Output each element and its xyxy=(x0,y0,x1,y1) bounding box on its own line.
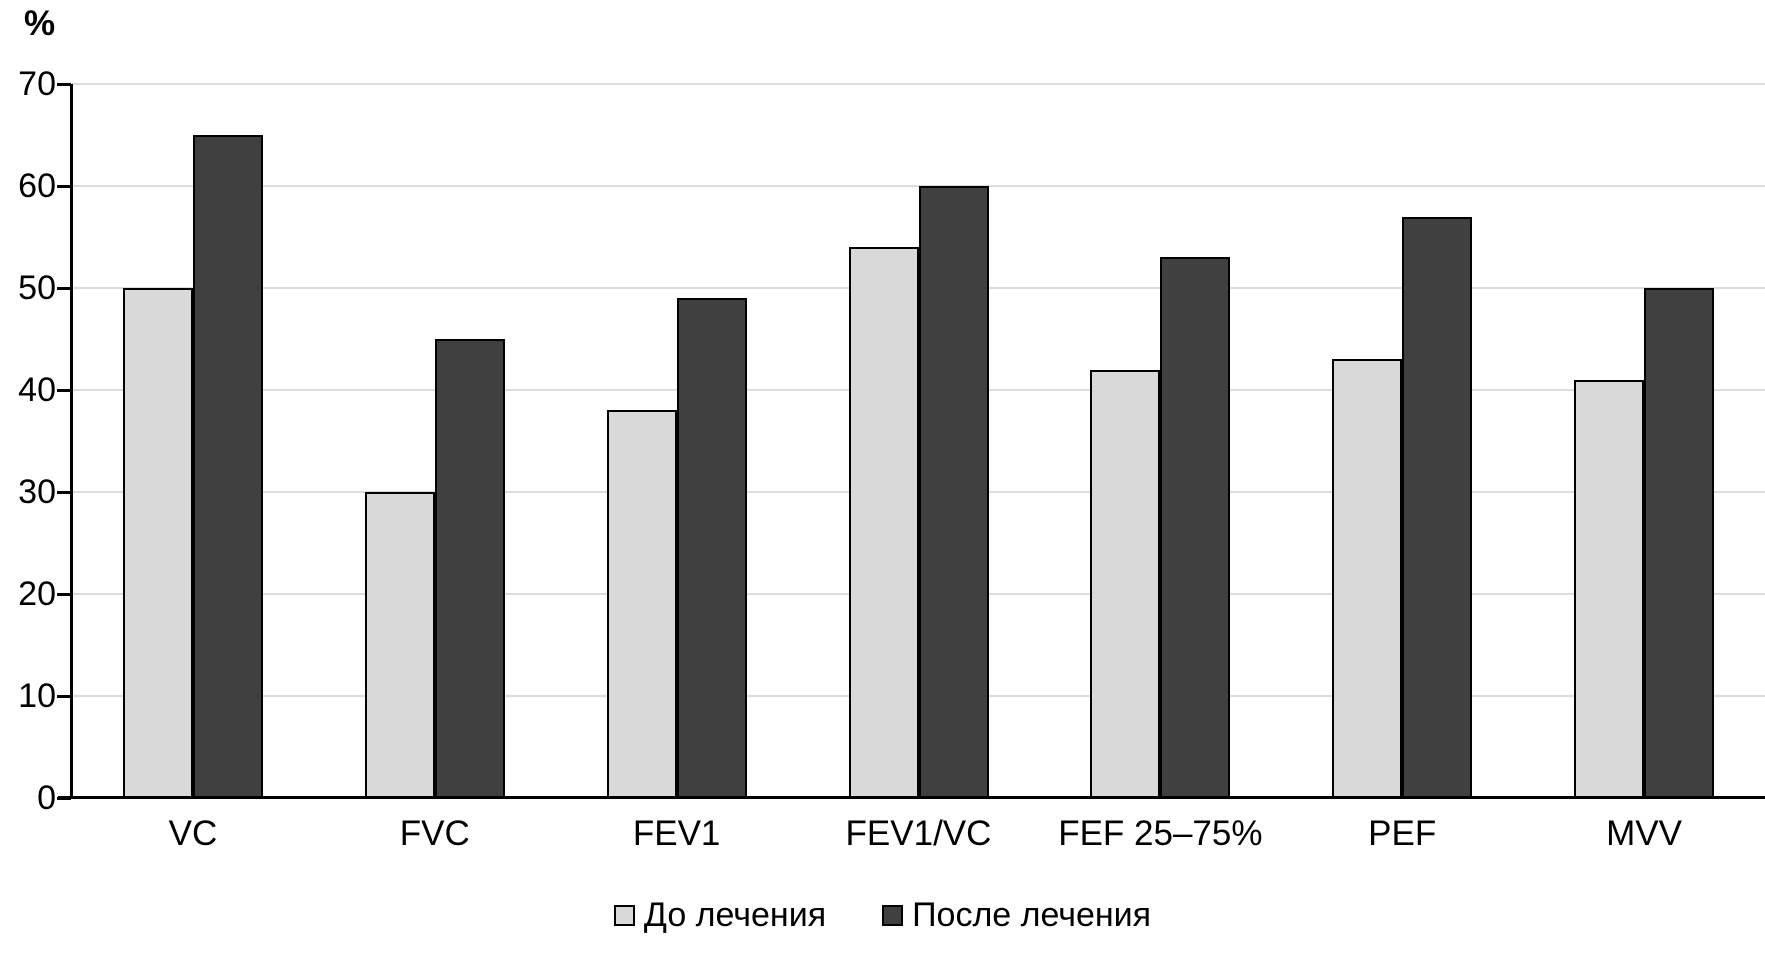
legend-label-after-treatment: После лечения xyxy=(912,896,1152,934)
y-tick-label-10: 10 xyxy=(18,677,56,715)
plot-area xyxy=(72,83,1765,798)
x-axis-line xyxy=(58,796,1765,799)
y-tick-label-20: 20 xyxy=(18,575,56,613)
bar-before-FEV1/VC xyxy=(848,247,919,798)
bar-before-MVV xyxy=(1574,379,1645,798)
x-category-label-PEF: PEF xyxy=(1368,814,1437,853)
y-axis-unit-label: % xyxy=(24,4,56,43)
x-category-label-FEV1: FEV1 xyxy=(632,814,721,853)
bar-before-FEF 25–75% xyxy=(1090,369,1161,798)
bar-after-FEF 25–75% xyxy=(1160,257,1231,798)
y-tick-label-40: 40 xyxy=(18,371,56,409)
y-tick-mark-50 xyxy=(57,287,71,290)
y-tick-label-50: 50 xyxy=(18,269,56,307)
legend-item-before-treatment: До лечения xyxy=(613,896,827,935)
gridline-70 xyxy=(72,83,1765,85)
y-tick-mark-70 xyxy=(57,83,71,86)
legend-item-after-treatment: После лечения xyxy=(882,896,1151,935)
x-category-label-FVC: FVC xyxy=(399,814,470,853)
bar-after-VC xyxy=(192,135,263,798)
x-category-label-VC: VC xyxy=(168,814,218,853)
bar-before-FVC xyxy=(364,492,435,798)
y-tick-label-0: 0 xyxy=(37,779,56,817)
y-tick-mark-40 xyxy=(57,389,71,392)
x-category-label-FEF 25–75%: FEF 25–75% xyxy=(1058,814,1263,853)
bar-before-FEV1 xyxy=(606,410,677,798)
legend-swatch-after-treatment xyxy=(882,905,904,926)
bar-after-FEV1 xyxy=(676,298,747,798)
y-tick-mark-30 xyxy=(57,491,71,494)
bar-after-FEV1/VC xyxy=(918,186,989,798)
y-tick-label-70: 70 xyxy=(18,65,56,103)
y-tick-label-60: 60 xyxy=(18,167,56,205)
bar-before-VC xyxy=(122,288,193,798)
legend-label-before-treatment: До лечения xyxy=(643,896,827,934)
chart-legend: До лечения После лечения xyxy=(0,896,1765,935)
y-axis-line xyxy=(70,84,73,798)
y-tick-mark-20 xyxy=(57,593,71,596)
bar-before-PEF xyxy=(1332,359,1403,798)
y-tick-mark-10 xyxy=(57,695,71,698)
x-category-label-FEV1/VC: FEV1/VC xyxy=(845,814,992,853)
y-tick-mark-60 xyxy=(57,185,71,188)
bar-after-MVV xyxy=(1644,288,1715,798)
legend-swatch-before-treatment xyxy=(613,905,635,926)
y-tick-label-30: 30 xyxy=(18,473,56,511)
bar-after-FVC xyxy=(434,339,505,798)
x-category-label-MVV: MVV xyxy=(1606,814,1682,853)
bar-after-PEF xyxy=(1402,216,1473,798)
